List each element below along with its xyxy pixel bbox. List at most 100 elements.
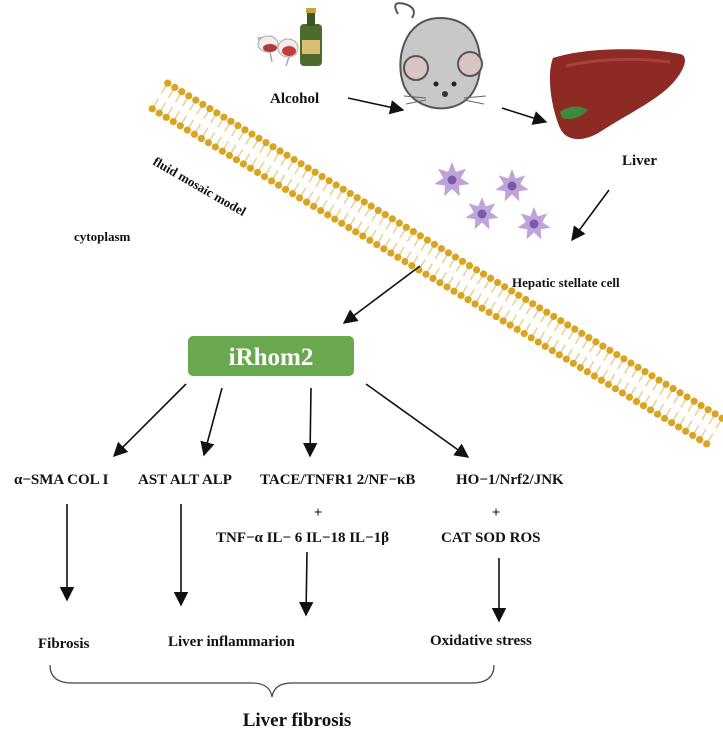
- lipid-tail: [495, 290, 513, 318]
- lipid-head: [682, 427, 690, 435]
- lipid-head: [451, 253, 460, 261]
- lipid-head: [185, 92, 193, 100]
- lipid-head: [604, 380, 613, 389]
- lipid-tail: [165, 91, 183, 118]
- lipid-head: [492, 313, 500, 321]
- lipid-tail: [397, 231, 415, 258]
- arrow-to-liver-enzymes: [200, 387, 223, 457]
- arrow-to-inflammation-markers: [302, 387, 318, 458]
- lipid-head: [655, 376, 663, 384]
- lipid-tail: [151, 82, 169, 110]
- lipid-head: [697, 401, 705, 410]
- lipid-head: [373, 240, 381, 249]
- lipid-head: [457, 291, 465, 300]
- lipid-tail: [656, 388, 674, 415]
- arrow-liver-to-cell: [571, 189, 610, 242]
- lipid-head: [627, 359, 635, 367]
- lipid-head: [239, 160, 248, 168]
- lipid-head: [338, 219, 346, 227]
- lipid-head: [562, 355, 570, 363]
- lipid-head: [310, 202, 318, 210]
- lipid-head: [190, 130, 198, 138]
- stellate-nucleus: [529, 219, 539, 229]
- lipid-tail: [411, 239, 429, 267]
- lipid-tail: [228, 129, 246, 156]
- lipid-head: [662, 380, 670, 388]
- lipid-tail: [586, 345, 604, 373]
- lipid-head: [296, 194, 304, 202]
- lipid-head: [465, 261, 474, 270]
- lipid-tail: [502, 294, 520, 322]
- lipid-tail: [642, 379, 660, 407]
- lipid-head: [506, 321, 514, 329]
- lipid-head: [381, 211, 389, 219]
- lipid-tail: [383, 222, 401, 250]
- lipid-head: [303, 198, 311, 206]
- lipid-head: [220, 113, 228, 121]
- lipid-tail: [551, 324, 569, 351]
- lipid-tail: [242, 137, 260, 165]
- lipid-tail: [249, 142, 267, 169]
- liver-icon: [549, 49, 685, 140]
- lipid-tail: [348, 201, 365, 229]
- lipid-head: [353, 194, 361, 202]
- lipid-head: [536, 304, 544, 312]
- arrow-down-inflammation: [299, 551, 314, 617]
- lipid-tail: [677, 400, 695, 428]
- lipid-head: [641, 367, 649, 376]
- oxidative-outcome: Oxidative stress: [430, 633, 532, 649]
- lipid-head: [683, 393, 691, 401]
- lipid-head: [401, 257, 409, 266]
- inflammation-outcome: Liver inflammarion: [168, 634, 295, 650]
- fibrosis-outcome: Fibrosis: [38, 636, 90, 652]
- lipid-tail: [474, 277, 492, 305]
- lipid-head: [164, 79, 172, 87]
- lipid-head: [632, 397, 641, 406]
- lipid-head: [611, 385, 620, 393]
- lipid-head: [639, 402, 648, 410]
- lipid-tail: [256, 146, 274, 173]
- lipid-head: [225, 151, 234, 160]
- lipid-head: [550, 312, 558, 321]
- lipid-tail: [446, 260, 464, 288]
- lipid-head: [346, 189, 354, 198]
- lipid-head: [409, 228, 417, 236]
- lipid-tail: [263, 150, 281, 178]
- lipid-tail: [614, 362, 632, 390]
- lipid-tail: [390, 226, 408, 254]
- lipid-head: [246, 164, 255, 172]
- lipid-head: [234, 121, 242, 130]
- lipid-head: [359, 232, 367, 240]
- grouping-brace: [49, 664, 495, 698]
- lipid-tail: [600, 354, 618, 381]
- lipid-head: [374, 206, 382, 214]
- lipid-head: [703, 440, 711, 448]
- lipid-head: [204, 139, 212, 147]
- lipid-head: [592, 338, 600, 346]
- lipid-tail: [649, 383, 667, 411]
- lipid-head: [486, 274, 495, 282]
- arrow-to-fibrosis-markers: [112, 383, 187, 458]
- stellate-nucleus: [447, 175, 457, 185]
- lipid-tail: [516, 303, 534, 330]
- lipid-tail: [663, 392, 681, 419]
- lipid-head: [711, 410, 719, 418]
- lipid-head: [162, 113, 170, 121]
- lipid-tail: [432, 252, 450, 279]
- arrow-to-oxidative-markers: [365, 383, 470, 458]
- lipid-head: [324, 211, 332, 219]
- lipid-tail: [558, 328, 576, 356]
- cell-membrane: [148, 79, 723, 448]
- lipid-tail: [334, 193, 351, 220]
- lipid-head: [613, 350, 621, 359]
- lipid-head: [380, 245, 388, 253]
- lipid-tail: [404, 235, 422, 262]
- lipid-head: [281, 185, 290, 194]
- lipid-head: [211, 143, 220, 151]
- lipid-head: [289, 190, 297, 198]
- lipid-head: [317, 207, 325, 215]
- lipid-head: [367, 202, 375, 210]
- lipid-head: [464, 296, 472, 304]
